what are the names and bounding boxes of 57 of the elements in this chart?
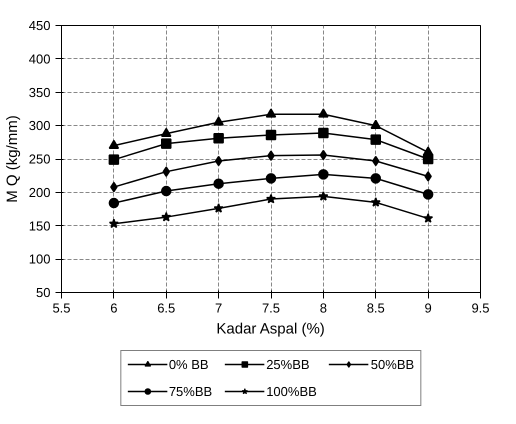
point <box>266 108 276 118</box>
point <box>110 182 118 192</box>
point <box>214 156 222 166</box>
point <box>214 203 224 213</box>
y-tick-label: 400 <box>28 51 51 66</box>
point <box>424 171 432 182</box>
x-tick-label: 8 <box>320 300 327 316</box>
x-tick-label: 7.5 <box>262 300 280 316</box>
point <box>318 169 329 180</box>
point <box>267 150 275 161</box>
y-tick-label: 250 <box>28 152 51 166</box>
point <box>266 173 276 184</box>
point <box>422 154 434 164</box>
x-tick-label: 9 <box>424 300 432 316</box>
x-tick-label: 6.5 <box>157 300 176 316</box>
point <box>318 108 329 118</box>
point <box>266 130 276 140</box>
point <box>161 128 172 137</box>
point <box>161 212 172 222</box>
point <box>108 218 119 228</box>
point <box>370 120 381 129</box>
point <box>108 154 120 165</box>
x-tick-label: 5.5 <box>52 300 71 316</box>
legend-label: 25%BB <box>266 356 310 372</box>
point <box>213 116 224 126</box>
point <box>161 138 172 149</box>
point <box>213 178 224 189</box>
legend-label: 100%BB <box>266 384 317 398</box>
y-tick-label: 50 <box>36 285 51 300</box>
legend-label: 75%BB <box>168 384 212 398</box>
x-tick-label: 8.5 <box>366 300 385 316</box>
y-tick-label: 350 <box>28 84 51 100</box>
point <box>318 191 328 201</box>
point <box>266 194 276 204</box>
x-tick-label: 9.5 <box>471 300 490 316</box>
point <box>318 128 329 138</box>
x-axis-title: Kadar Aspal (%) <box>216 320 325 338</box>
legend-label: 0% BB <box>168 356 209 372</box>
point <box>108 198 120 208</box>
y-tick-label: 100 <box>28 252 51 267</box>
point <box>370 134 381 145</box>
point <box>161 186 172 196</box>
point <box>422 189 434 200</box>
y-tick-label: 450 <box>28 18 51 33</box>
point <box>370 173 381 184</box>
x-tick-label: 7 <box>215 300 222 316</box>
point <box>423 213 434 223</box>
point <box>370 197 381 207</box>
y-tick-label: 300 <box>28 118 51 134</box>
point <box>108 140 120 149</box>
y-tick-label: 200 <box>28 184 51 200</box>
y-tick-label: 150 <box>28 218 51 234</box>
y-axis-title: M Q (kg/mm) <box>4 115 21 203</box>
x-tick-label: 6 <box>110 300 118 316</box>
point <box>213 133 224 144</box>
point <box>320 150 328 160</box>
legend-label: 50%BB <box>370 356 414 372</box>
